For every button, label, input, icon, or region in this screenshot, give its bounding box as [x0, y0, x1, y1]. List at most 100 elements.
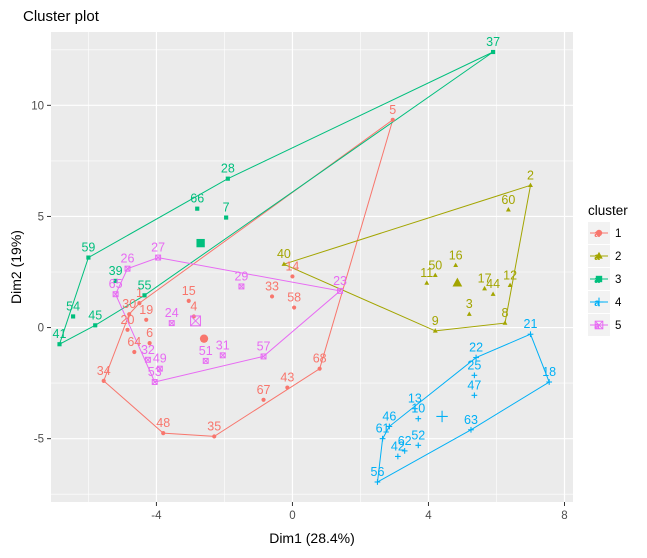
cluster-4-point-63: [468, 426, 474, 433]
cluster-5-centroid-d2: [190, 315, 201, 327]
point-label-66: 66: [190, 192, 204, 206]
point-label-15: 15: [182, 284, 196, 298]
point-label-56: 56: [371, 465, 385, 479]
point-label-1: 1: [136, 286, 143, 300]
cluster-4-point-13: [412, 405, 418, 412]
cluster-5-point-24-d2: [168, 320, 175, 326]
cluster-5-point-65-box: [112, 291, 119, 298]
point-label-49: 49: [153, 352, 167, 366]
cluster-4-hull: [376, 333, 550, 483]
cluster-5-point-53-d2: [151, 379, 158, 385]
point-label-57: 57: [257, 339, 271, 353]
point-label-39: 39: [109, 264, 123, 278]
cluster-3-point-37: [491, 49, 496, 55]
point-label-8: 8: [502, 306, 509, 320]
point-label-48: 48: [156, 416, 170, 430]
y-axis-label: Dim2 (19%): [8, 230, 24, 304]
cluster-1-point-15: [186, 298, 191, 303]
point-label-30: 30: [122, 297, 136, 311]
cluster-1-point-64: [132, 349, 137, 355]
point-label-23: 23: [333, 274, 347, 288]
point-label-54: 54: [66, 299, 80, 313]
point-label-5: 5: [389, 103, 396, 117]
cluster-5-point-27-box: [155, 254, 162, 261]
cluster-4-point-21: [527, 331, 534, 338]
cluster-5-point-57: [260, 353, 267, 360]
cluster-5-point-26: [124, 265, 131, 272]
data-points: [57, 49, 553, 485]
x-tick-label: 8: [561, 510, 567, 522]
cluster-4-point-22: [473, 354, 479, 361]
point-label-2: 2: [527, 168, 534, 182]
cluster-5-point-29-d2: [238, 283, 245, 290]
cluster-5-point-32: [144, 356, 151, 363]
cluster-4-point-25: [471, 372, 478, 379]
cluster-4-point-56: [374, 479, 381, 485]
cluster-1-point-20: [125, 327, 130, 332]
point-label-47: 47: [467, 378, 481, 392]
point-label-12: 12: [503, 268, 517, 282]
cluster-2-point-44: [490, 291, 496, 296]
cluster-1-point-43: [285, 385, 290, 390]
point-label-41: 41: [53, 327, 67, 341]
y-tick-label: 5: [38, 211, 44, 223]
point-label-29: 29: [234, 269, 248, 283]
cluster-2-point-12: [507, 282, 513, 288]
cluster-1-point-33: [269, 294, 275, 299]
cluster-5-point-27-d2: [155, 254, 161, 261]
point-label-61: 61: [376, 422, 390, 436]
cluster-3-point-7: [224, 215, 229, 220]
cluster-3-point-45: [93, 323, 98, 328]
point-label-32: 32: [141, 343, 155, 357]
cluster-5-point-49-d2: [157, 365, 163, 372]
cluster-5-point-49: [156, 365, 163, 372]
point-label-14: 14: [285, 259, 299, 273]
cluster-1-point-5: [390, 117, 395, 122]
cluster-5-point-51-box: [202, 357, 209, 364]
point-label-9: 9: [432, 314, 439, 328]
cluster-2-point-60: [505, 207, 511, 212]
legend-marker-1: [595, 229, 603, 237]
cluster-4-centroid: [436, 410, 448, 423]
point-label-52: 52: [411, 428, 425, 442]
cluster-2-point-3: [466, 311, 472, 316]
point-label-17: 17: [478, 272, 492, 286]
point-label-46: 46: [382, 409, 396, 423]
cluster-5-centroid: [190, 315, 201, 327]
cluster-5-point-65-d2: [112, 291, 119, 298]
cluster-2-point-16: [453, 262, 459, 268]
legend-marker-3: [595, 275, 603, 283]
cluster-1-point-34: [101, 378, 106, 383]
grid: [51, 32, 573, 502]
cluster-4-point-47: [471, 392, 478, 399]
cluster-1-hull: [103, 118, 394, 437]
y-tick-label: -5: [34, 434, 44, 446]
legend-key-letter-5: a: [594, 321, 600, 332]
cluster-5-point-24-box: [168, 320, 175, 327]
point-label-60: 60: [501, 193, 515, 207]
point-label-10: 10: [411, 402, 425, 416]
point-label-16: 16: [449, 248, 463, 262]
cluster-5-point-23-d2: [337, 288, 343, 294]
point-label-27: 27: [151, 241, 165, 255]
cluster-5-point-53: [151, 379, 158, 385]
cluster-1-point-30: [127, 312, 132, 317]
x-tick-label: 0: [289, 510, 295, 522]
point-label-37: 37: [486, 35, 500, 49]
cluster-1-point-19: [144, 317, 149, 322]
legend-key-letter-3: a: [594, 275, 600, 286]
legend-key-letter-1: a: [594, 229, 600, 240]
cluster-1-point-35: [212, 434, 217, 439]
cluster-1-point-58: [292, 305, 297, 310]
cluster-5-point-49-box: [156, 365, 163, 372]
cluster-2-centroid: [452, 277, 463, 287]
cluster-2-point-11: [424, 280, 430, 285]
point-label-50: 50: [428, 258, 442, 272]
cluster-5-centroid-box: [190, 315, 201, 327]
point-label-42: 42: [391, 439, 405, 453]
point-label-59: 59: [81, 241, 95, 255]
cluster-1-point-6: [147, 341, 152, 346]
point-label-31: 31: [216, 338, 230, 352]
